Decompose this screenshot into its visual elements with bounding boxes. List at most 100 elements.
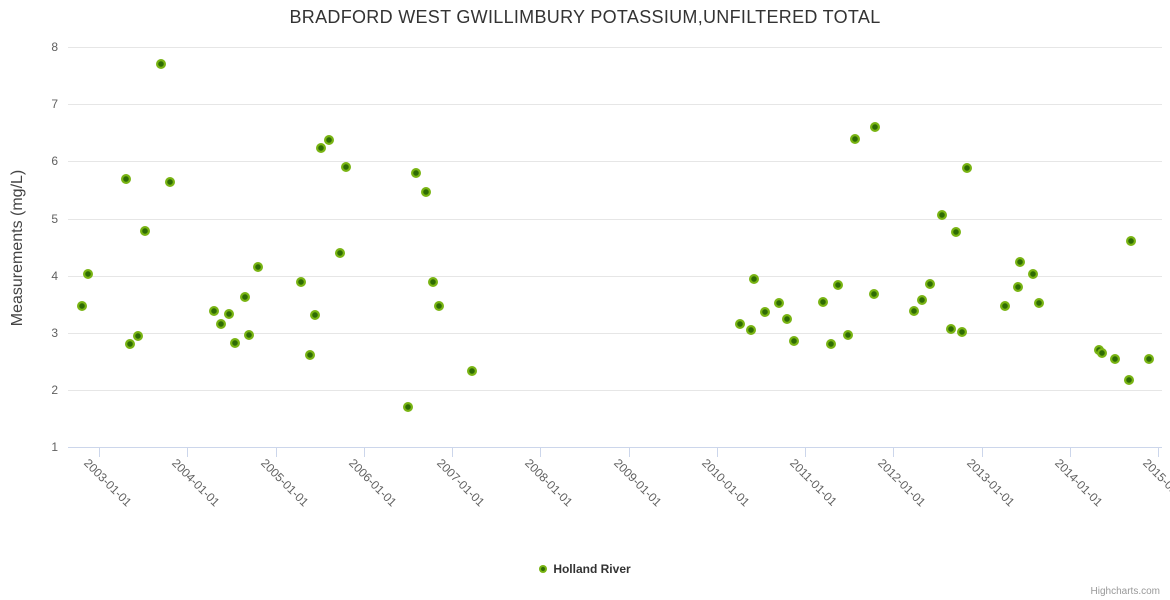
data-point[interactable]	[1028, 269, 1039, 280]
x-axis-tick	[893, 447, 895, 458]
data-point[interactable]	[833, 279, 844, 290]
legend-label: Holland River	[553, 562, 631, 576]
x-axis-tick	[981, 447, 983, 458]
x-axis-tick-label: 2011-01-01	[787, 456, 840, 510]
x-axis-tick-label: 2007-01-01	[434, 456, 488, 510]
data-point[interactable]	[826, 339, 837, 350]
y-axis-tick-label: 2	[51, 383, 58, 398]
data-point[interactable]	[82, 268, 93, 279]
data-point[interactable]	[925, 279, 936, 290]
legend-item-holland-river[interactable]: Holland River	[539, 562, 631, 576]
y-axis-tick-label: 3	[51, 326, 58, 340]
data-point[interactable]	[759, 307, 770, 318]
data-point[interactable]	[1034, 298, 1045, 309]
data-point[interactable]	[410, 168, 421, 179]
y-gridline	[68, 333, 1162, 334]
y-gridline	[68, 218, 1162, 220]
x-axis-tick	[805, 447, 806, 458]
x-axis-tick	[1069, 447, 1071, 458]
data-point[interactable]	[140, 226, 151, 237]
data-point[interactable]	[340, 162, 351, 173]
y-axis-tick-label: 1	[51, 440, 58, 455]
data-point[interactable]	[870, 122, 881, 133]
data-point[interactable]	[1124, 375, 1135, 386]
data-point[interactable]	[842, 329, 853, 340]
x-axis-tick	[275, 447, 277, 458]
data-point[interactable]	[315, 143, 326, 154]
data-point[interactable]	[950, 227, 961, 238]
data-point[interactable]	[850, 134, 861, 145]
data-point[interactable]	[999, 301, 1010, 312]
data-point[interactable]	[1144, 354, 1155, 365]
data-point[interactable]	[208, 305, 219, 316]
x-axis-tick-label: 2015-01-01	[1140, 456, 1170, 510]
x-axis-tick-label: 2010-01-01	[698, 456, 753, 510]
x-axis-tick	[363, 447, 365, 458]
data-point[interactable]	[1013, 282, 1024, 293]
chart-title: BRADFORD WEST GWILLIMBURY POTASSIUM,UNFI…	[289, 7, 881, 27]
data-point[interactable]	[936, 210, 947, 221]
data-point[interactable]	[433, 301, 444, 312]
x-axis-tick	[628, 447, 630, 458]
data-point[interactable]	[296, 277, 307, 288]
data-point[interactable]	[120, 173, 131, 184]
data-point[interactable]	[917, 294, 928, 305]
data-point[interactable]	[818, 296, 829, 307]
data-point[interactable]	[403, 401, 414, 412]
x-axis-tick-label: 2005-01-01	[257, 456, 311, 510]
y-gridline	[68, 47, 1162, 48]
x-axis-tick-label: 2009-01-01	[610, 456, 664, 510]
data-point[interactable]	[229, 337, 240, 348]
data-point[interactable]	[774, 298, 785, 309]
data-point[interactable]	[165, 176, 176, 187]
data-point[interactable]	[125, 339, 136, 350]
data-point[interactable]	[735, 318, 746, 329]
data-point[interactable]	[132, 330, 143, 341]
data-point[interactable]	[223, 309, 234, 320]
data-point[interactable]	[428, 276, 439, 287]
y-axis-tick-label: 6	[51, 154, 58, 169]
data-point[interactable]	[749, 274, 760, 285]
data-point[interactable]	[1110, 353, 1121, 364]
data-point[interactable]	[155, 58, 166, 69]
data-point[interactable]	[789, 336, 800, 346]
highcharts-credit[interactable]: Highcharts.com	[1090, 586, 1160, 597]
data-point[interactable]	[309, 310, 320, 321]
data-point[interactable]	[869, 288, 880, 299]
x-axis-tick	[452, 447, 453, 458]
y-axis-tick-label: 4	[51, 268, 58, 283]
data-point[interactable]	[782, 314, 793, 325]
x-axis-tick-label: 2012-01-01	[875, 456, 929, 510]
data-point[interactable]	[945, 323, 956, 334]
legend: Holland River	[0, 562, 1170, 576]
data-point[interactable]	[252, 262, 263, 273]
data-point[interactable]	[961, 163, 972, 174]
data-point[interactable]	[467, 365, 478, 376]
data-point[interactable]	[1126, 235, 1137, 246]
data-point[interactable]	[421, 186, 432, 197]
data-point[interactable]	[957, 326, 968, 337]
y-axis-title: Measurements (mg/L)	[9, 169, 26, 327]
data-point[interactable]	[243, 329, 254, 340]
y-axis-tick-label: 5	[51, 211, 58, 226]
x-axis-tick-label: 2003-01-01	[81, 456, 135, 510]
data-point[interactable]	[323, 135, 334, 146]
x-axis-tick-label: 2006-01-01	[345, 456, 400, 510]
data-point[interactable]	[1015, 256, 1026, 267]
data-point[interactable]	[240, 291, 251, 302]
x-axis-line	[68, 447, 1162, 449]
x-axis-tick-label: 2008-01-01	[522, 456, 576, 510]
data-point[interactable]	[1097, 348, 1108, 359]
x-axis-tick	[187, 447, 189, 458]
data-point[interactable]	[76, 300, 87, 311]
data-point[interactable]	[304, 350, 315, 361]
x-axis-tick-label: 2013-01-01	[963, 456, 1017, 510]
x-axis-tick-label: 2004-01-01	[169, 456, 223, 510]
x-axis-tick	[540, 447, 542, 458]
data-point[interactable]	[215, 319, 226, 330]
y-axis-tick-label: 8	[51, 40, 58, 54]
data-point[interactable]	[334, 248, 345, 259]
data-point[interactable]	[908, 306, 919, 317]
data-point[interactable]	[746, 325, 757, 336]
